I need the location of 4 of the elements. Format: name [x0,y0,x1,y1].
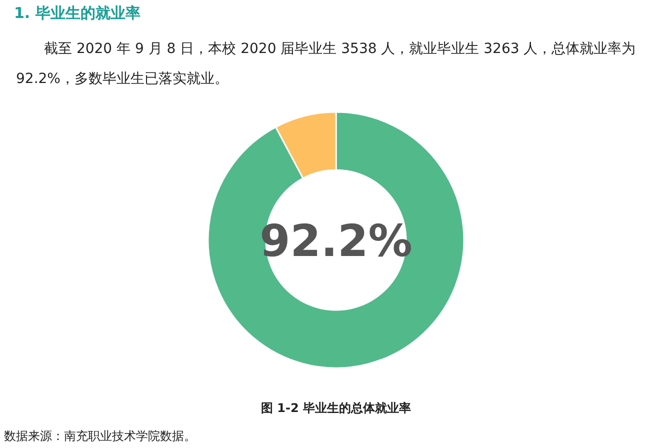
text: 1. 毕业生的就业率 [14,4,140,23]
caption: 图 1-2 毕业生的总体就业率 [260,400,412,417]
source-note: 数据来源：南充职业技术学院数据。 [4,428,196,445]
chart-subtitle: 截至 2020 年 9 月 8 日，本校 2020 届毕业生 3538 人，就业毕业生 3263 人，总体就业率为 92.2%，多数毕业生已落实就业。 [16,40,637,89]
